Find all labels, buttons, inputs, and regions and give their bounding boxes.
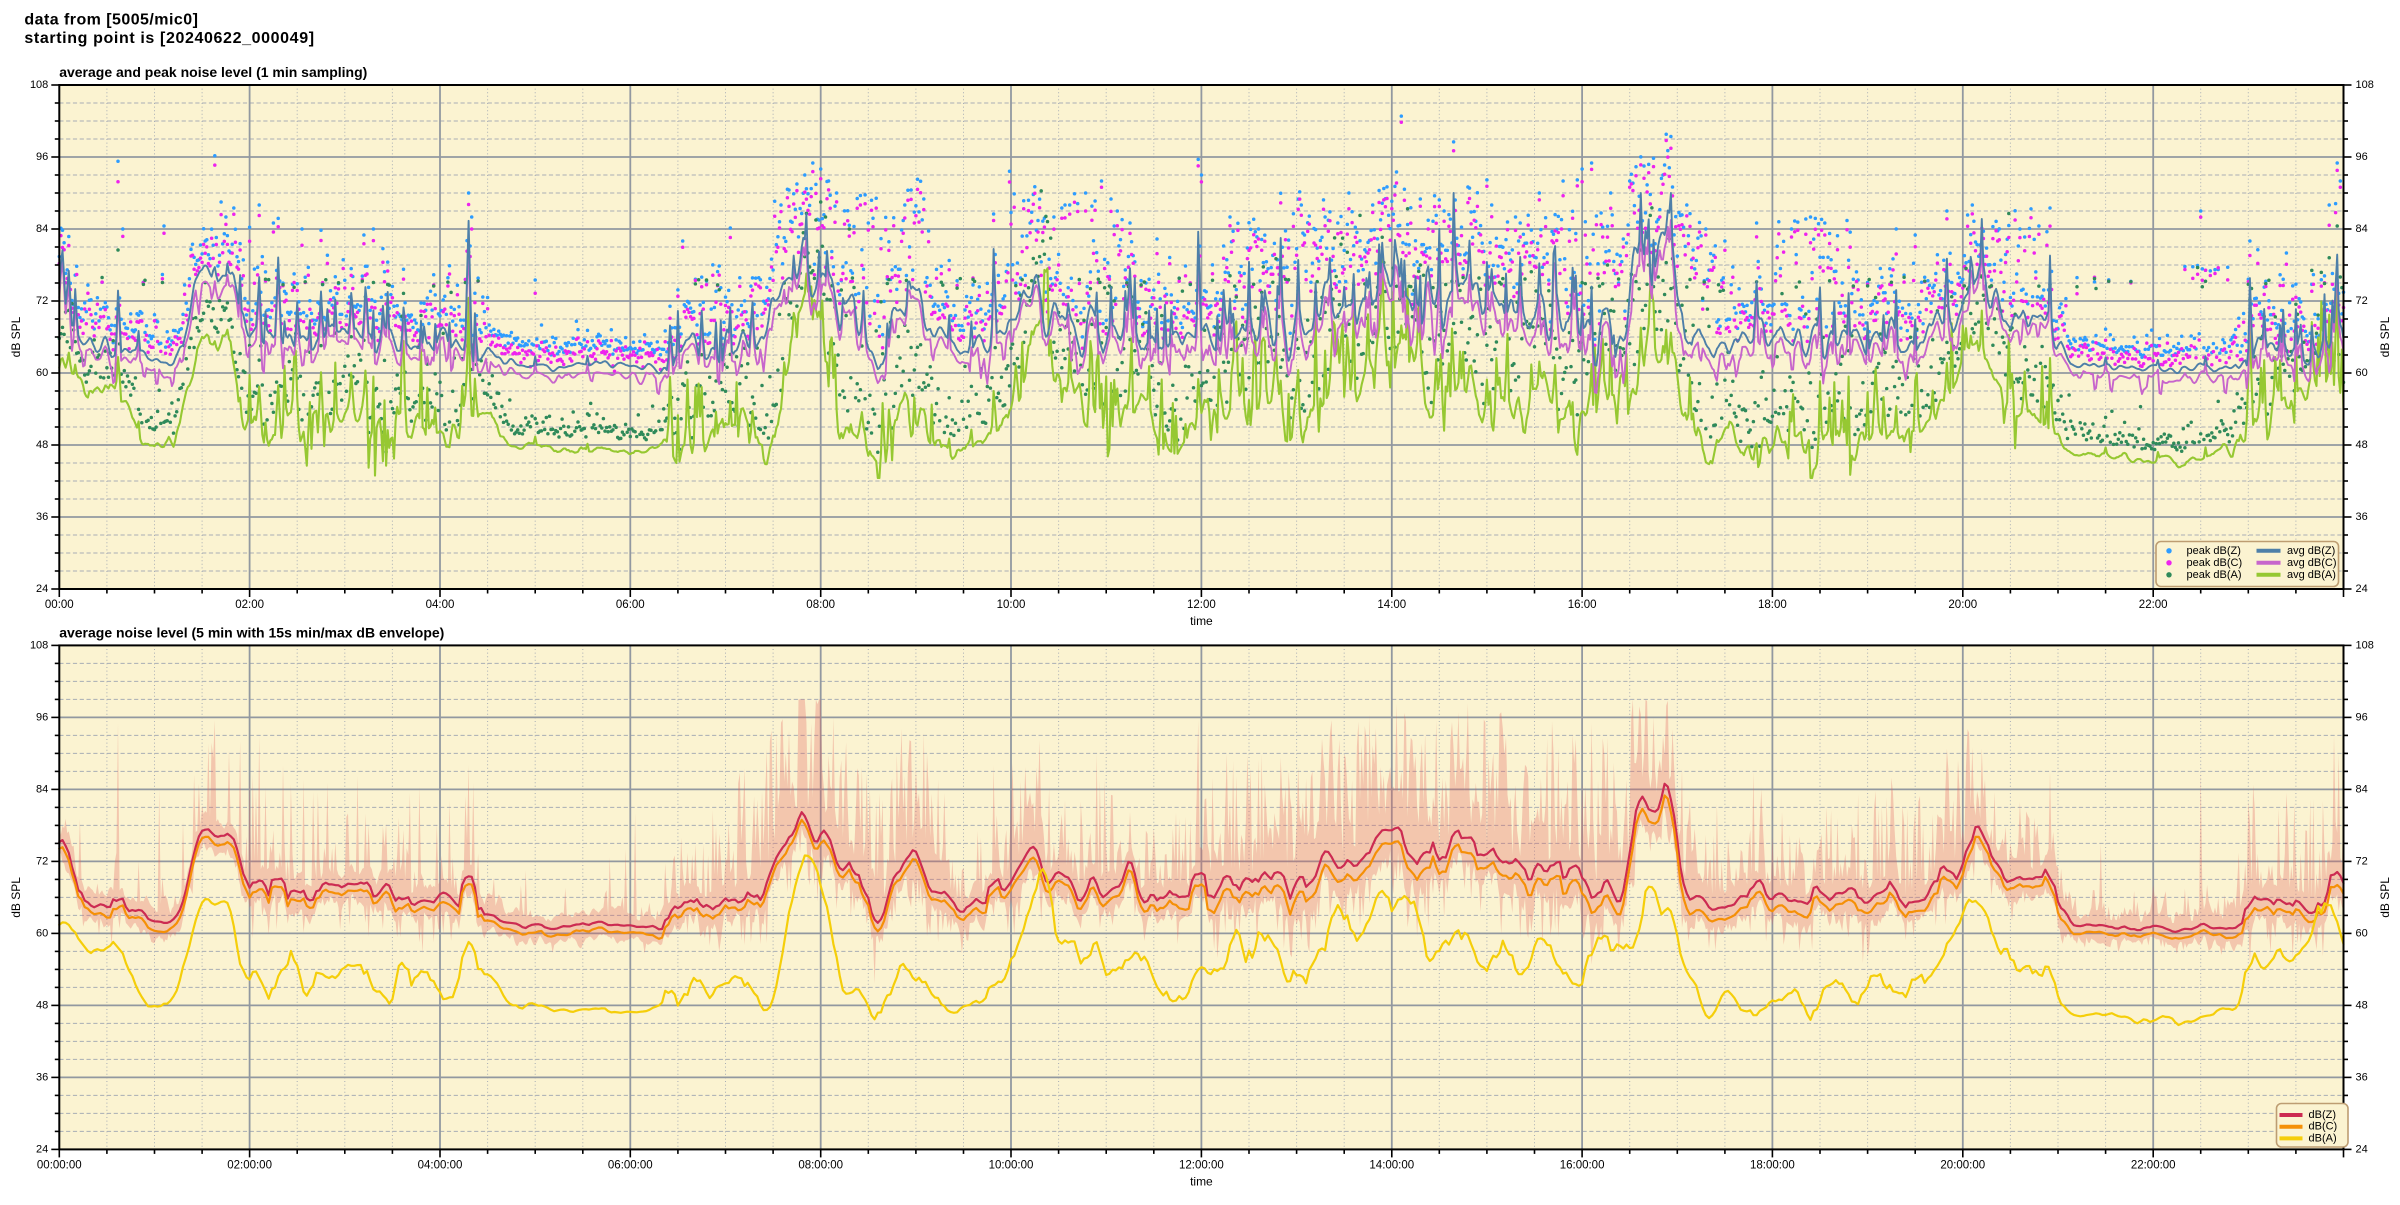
svg-text:dB(C): dB(C): [2309, 1121, 2338, 1133]
svg-text:04:00: 04:00: [426, 599, 455, 611]
svg-text:48: 48: [36, 439, 48, 451]
svg-text:96: 96: [36, 711, 48, 723]
svg-text:20:00: 20:00: [1948, 599, 1977, 611]
svg-text:22:00: 22:00: [2139, 599, 2168, 611]
svg-text:time: time: [1190, 614, 1213, 628]
svg-text:72: 72: [36, 295, 48, 307]
svg-text:00:00: 00:00: [45, 599, 74, 611]
svg-text:108: 108: [30, 639, 48, 651]
svg-text:20:00:00: 20:00:00: [1940, 1159, 1985, 1171]
svg-text:04:00:00: 04:00:00: [418, 1159, 463, 1171]
svg-text:10:00:00: 10:00:00: [989, 1159, 1034, 1171]
svg-text:60: 60: [36, 367, 48, 379]
svg-text:average and peak noise level (: average and peak noise level (1 min samp…: [59, 64, 367, 80]
svg-text:60: 60: [2356, 367, 2368, 379]
svg-text:08:00: 08:00: [806, 599, 835, 611]
svg-text:dB SPL: dB SPL: [9, 316, 23, 357]
svg-text:18:00:00: 18:00:00: [1750, 1159, 1795, 1171]
svg-text:avg dB(Z): avg dB(Z): [2287, 545, 2335, 557]
svg-text:96: 96: [2356, 151, 2368, 163]
svg-text:10:00: 10:00: [997, 599, 1026, 611]
svg-text:average noise level (5 min wit: average noise level (5 min with 15s min/…: [59, 625, 444, 641]
svg-text:96: 96: [2356, 711, 2368, 723]
svg-text:36: 36: [36, 511, 48, 523]
svg-text:96: 96: [36, 151, 48, 163]
svg-text:48: 48: [2356, 439, 2368, 451]
svg-text:84: 84: [36, 223, 48, 235]
svg-text:avg dB(A): avg dB(A): [2287, 569, 2336, 581]
svg-text:dB SPL: dB SPL: [2378, 316, 2392, 357]
svg-text:48: 48: [36, 999, 48, 1011]
svg-text:108: 108: [2356, 79, 2374, 91]
svg-text:36: 36: [2356, 511, 2368, 523]
svg-text:84: 84: [2356, 783, 2368, 795]
svg-text:12:00:00: 12:00:00: [1179, 1159, 1224, 1171]
svg-text:14:00:00: 14:00:00: [1369, 1159, 1414, 1171]
svg-text:22:00:00: 22:00:00: [2131, 1159, 2176, 1171]
svg-text:18:00: 18:00: [1758, 599, 1787, 611]
svg-text:dB SPL: dB SPL: [2378, 877, 2392, 918]
svg-text:84: 84: [36, 783, 48, 795]
svg-text:24: 24: [2356, 583, 2368, 595]
svg-text:16:00:00: 16:00:00: [1560, 1159, 1605, 1171]
svg-text:108: 108: [30, 79, 48, 91]
svg-text:peak dB(C): peak dB(C): [2187, 557, 2243, 569]
svg-text:06:00: 06:00: [616, 599, 645, 611]
svg-text:84: 84: [2356, 223, 2368, 235]
svg-text:dB SPL: dB SPL: [9, 877, 23, 918]
svg-text:06:00:00: 06:00:00: [608, 1159, 653, 1171]
svg-text:avg dB(C): avg dB(C): [2287, 557, 2337, 569]
svg-text:72: 72: [2356, 295, 2368, 307]
svg-text:48: 48: [2356, 999, 2368, 1011]
svg-text:data from [5005/mic0]: data from [5005/mic0]: [24, 11, 198, 28]
svg-text:24: 24: [36, 583, 48, 595]
svg-text:24: 24: [2356, 1143, 2368, 1155]
svg-text:60: 60: [2356, 927, 2368, 939]
svg-text:02:00: 02:00: [235, 599, 264, 611]
svg-text:02:00:00: 02:00:00: [227, 1159, 272, 1171]
svg-text:108: 108: [2356, 639, 2374, 651]
svg-text:starting point is [20240622_00: starting point is [20240622_000049]: [24, 30, 314, 47]
svg-text:72: 72: [36, 855, 48, 867]
svg-text:60: 60: [36, 927, 48, 939]
svg-text:16:00: 16:00: [1568, 599, 1597, 611]
svg-text:12:00: 12:00: [1187, 599, 1216, 611]
svg-text:dB(A): dB(A): [2309, 1132, 2337, 1144]
svg-text:14:00: 14:00: [1377, 599, 1406, 611]
svg-text:36: 36: [2356, 1071, 2368, 1083]
svg-text:08:00:00: 08:00:00: [798, 1159, 843, 1171]
svg-text:00:00:00: 00:00:00: [37, 1159, 82, 1171]
svg-text:dB(Z): dB(Z): [2309, 1109, 2337, 1121]
svg-text:24: 24: [36, 1143, 48, 1155]
svg-text:36: 36: [36, 1071, 48, 1083]
svg-text:peak dB(A): peak dB(A): [2187, 569, 2242, 581]
svg-text:72: 72: [2356, 855, 2368, 867]
svg-text:peak dB(Z): peak dB(Z): [2187, 545, 2241, 557]
svg-text:time: time: [1190, 1174, 1213, 1188]
